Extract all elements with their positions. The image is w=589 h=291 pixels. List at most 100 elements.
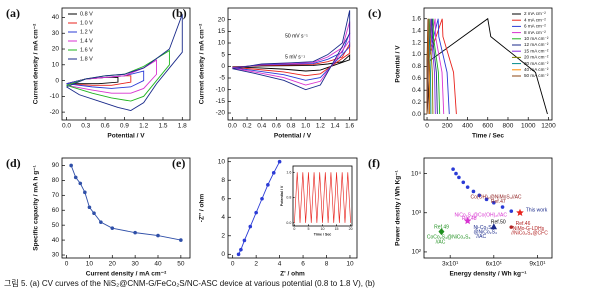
x-tick-label: 4 [278,261,282,268]
legend-label: 6 mA cm⁻² [524,24,546,29]
x-axis-label: Potential / V [107,133,145,140]
y-axis-label: Potential / V [395,45,402,83]
panel-label: (b) [172,6,187,20]
y-tick-label: 90 [52,162,60,169]
data-point [271,171,276,175]
panel: 0.0 0.3 0.6 0.9 1.2 1.5 1.8 -20 -10 0 10 20 30 40 Pote… [6,6,191,140]
panel-label: (d) [6,156,21,170]
annotation: //NiCo₂S₄@CFC [511,231,548,237]
data-point [266,183,270,187]
plot-frame [423,157,553,259]
x-axis-label: Z' / ohm [280,271,305,278]
y-tick-label: 0.8 [412,63,421,70]
panel-label: (f) [368,156,380,170]
panel: 0 2 4 6 8 10 0 2 4 6 8 10 Z' / ohm -Z'' / ohm (e) [172,156,358,278]
series-line [66,59,157,94]
x-tick-label: 6 [301,261,305,268]
annotation: NiMo-G-LDHs [513,226,545,232]
data-point [73,175,78,180]
caption: 그림 5. (a) CV curves of the NiS₂@CNM-G/Fe… [4,278,375,288]
series-line [232,54,351,72]
x-axis-label: Energy density / Wh kg⁻¹ [449,271,526,278]
data-point [454,171,458,176]
x-tick-label: 0.8 [287,123,296,130]
y-tick-label: -10 [50,93,60,100]
series-line [66,70,145,89]
plot-frame [61,157,191,259]
data-point [490,223,498,230]
data-point [179,238,183,242]
y-axis-label: Specific capacity / mA h g⁻¹ [33,165,40,251]
x-tick-label: 10 [346,261,354,268]
x-tick-label: 800 [503,123,514,130]
plot-frame [61,7,191,121]
y-tick-label: 0.8 [286,196,291,200]
y-tick-label: 1.6 [286,170,291,174]
y-tick-label: 30 [52,252,60,259]
y-tick-label: 1.0 [412,51,421,58]
panel-label: (e) [172,156,185,170]
y-axis-label: Power density / Wh Kg⁻¹ [395,170,402,246]
annotation: 5 mV s⁻¹ [285,54,305,60]
legend-label: 0.8 V [80,11,93,17]
data-point [438,228,445,236]
x-tick-label: 1.8 [178,123,187,130]
annotation: //AC [476,234,486,240]
plot-frame [227,157,358,259]
annotation: CoCo₂S₄@NiCo₂S₄ [427,234,471,240]
panel: 3x10¹ 6x10¹ 9x10¹ 10² 10³ 10⁴ Energy density /… [368,156,553,278]
y-tick-label: 0.4 [412,87,421,94]
x-tick-label: 600 [482,123,493,130]
x-tick-label: 1.4 [330,123,339,130]
data-point [248,224,253,229]
annotation: Ref.47 [491,199,506,205]
x-tick-label: 6x10¹ [486,261,503,268]
annotation: NiCo₂S₄@Co(OH)₂//AC [455,213,508,219]
panel: 0 10 20 30 40 50 30 40 50 60 70 80 90 Current density… [6,156,191,278]
y-tick-label: 0.6 [412,75,421,82]
y-tick-label: 10 [218,158,226,165]
data-point [451,167,455,171]
x-tick-label: 0.6 [272,123,281,130]
data-point [69,163,73,168]
plot-frame [292,165,353,227]
data-point [242,238,247,243]
data-point [156,233,160,238]
annotation: Co(OH)₂@NiMoS₄//AC [471,195,522,201]
data-point [99,220,103,224]
data-point [87,205,92,210]
data-point [110,226,115,230]
legend-label: 1.4 V [80,38,93,44]
legend-label: 1.6 V [80,47,93,53]
x-tick-label: 400 [462,123,473,130]
x-tick-label: 0 [425,123,429,130]
annotation: Ref.50 [491,219,506,225]
legend-label: 30 mA cm⁻² [524,61,549,66]
data-point [260,196,264,201]
annotation: Ref.48 [462,216,477,222]
data-point [239,247,243,252]
x-tick-label: 1000 [521,123,536,130]
data-point [254,210,258,215]
series-line [232,21,351,86]
x-tick-label: 20 [109,261,117,268]
data-point [484,197,489,202]
data-point [500,205,505,209]
x-tick-label: 0.9 [120,123,129,130]
x-tick-label: 0.6 [101,123,110,130]
annotation: This work [526,208,548,214]
y-tick-label: 1.4 [412,27,421,34]
series-line [70,165,181,241]
legend-label: 1.2 V [80,29,93,35]
y-tick-label: 0 [221,63,225,70]
y-tick-label: 2 [221,232,225,239]
annotation: @NiCo₂S₄ [473,229,497,235]
legend-label: 20 mA cm⁻² [524,55,549,60]
series-line [426,18,430,115]
annotation: Ref.49 [434,224,449,230]
x-tick-label: 0 [293,227,295,231]
y-tick-label: -20 [50,109,60,116]
x-tick-label: 30 [132,261,140,268]
